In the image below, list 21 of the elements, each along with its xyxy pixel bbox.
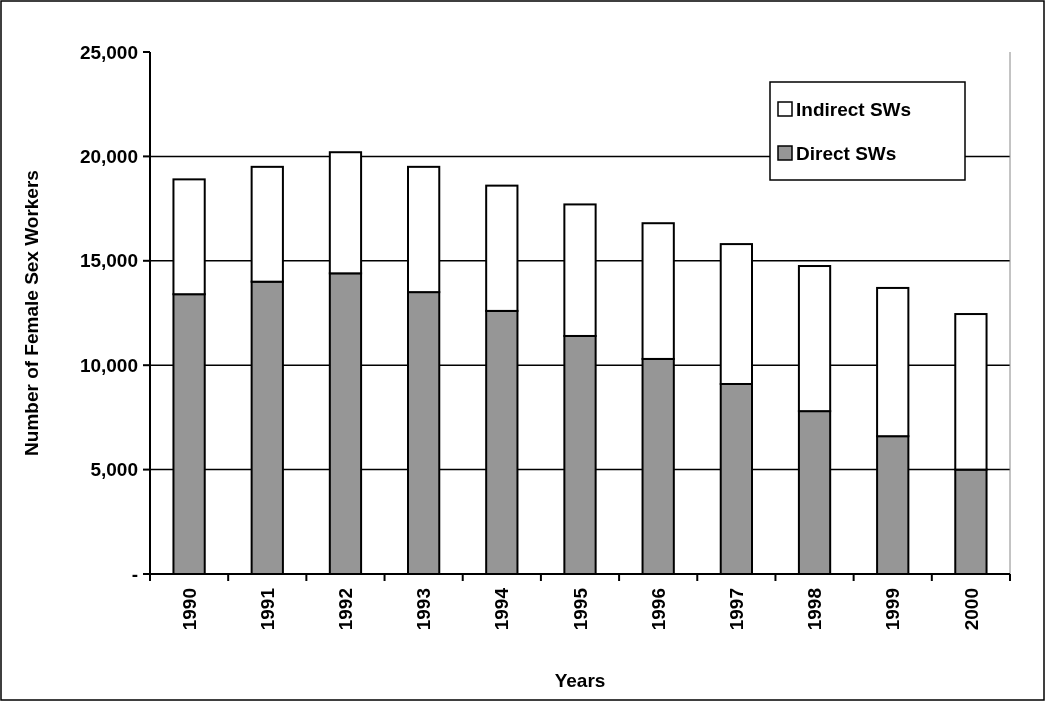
x-tick-label: 1991 bbox=[256, 587, 278, 631]
x-tick-label: 1994 bbox=[491, 587, 513, 631]
legend-label: Indirect SWs bbox=[796, 98, 912, 120]
x-tick-label: 1990 bbox=[178, 588, 200, 631]
y-axis-title: Number of Female Sex Workers bbox=[21, 170, 42, 456]
x-tick-label: 1997 bbox=[726, 588, 748, 631]
x-tick-label: 1996 bbox=[647, 588, 669, 631]
y-tick-label: 5,000 bbox=[90, 459, 138, 481]
y-tick-label: 25,000 bbox=[79, 41, 138, 63]
x-tick-label: 2000 bbox=[960, 588, 982, 631]
x-tick-label: 1998 bbox=[804, 588, 826, 631]
y-tick-label: 15,000 bbox=[79, 250, 138, 272]
x-tick-label: 1993 bbox=[413, 588, 435, 631]
x-tick-label: 1999 bbox=[882, 588, 904, 631]
x-tick-label: 1992 bbox=[335, 588, 357, 631]
y-tick-label: 10,000 bbox=[79, 354, 138, 376]
x-tick-label: 1995 bbox=[569, 587, 591, 631]
y-tick-label: - bbox=[131, 563, 138, 585]
x-axis-title: Years bbox=[554, 670, 606, 691]
y-tick-label: 20,000 bbox=[79, 146, 138, 168]
legend-label: Direct SWs bbox=[796, 142, 897, 164]
